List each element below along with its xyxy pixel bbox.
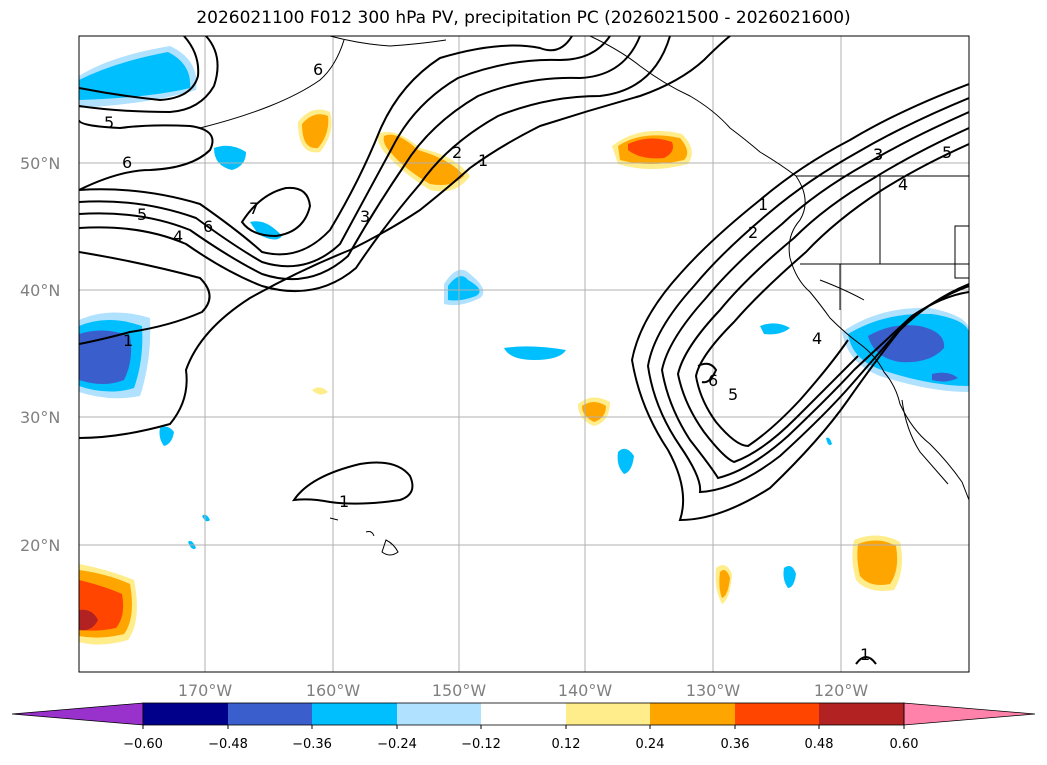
precip-blob-neg — [826, 437, 832, 446]
precip-blob-neg — [159, 426, 174, 446]
colorbar-segment — [481, 703, 566, 725]
colorbar-tick-label: −0.60 — [123, 737, 163, 752]
precip-blob-neg — [783, 566, 796, 588]
precip-blob-neg — [504, 346, 566, 360]
precip-blob-neg — [868, 325, 945, 363]
contour-label: 2 — [748, 223, 758, 242]
contour-label: 4 — [173, 227, 183, 246]
lon-label: 140°W — [558, 681, 613, 700]
colorbar-tick-label: 0.24 — [636, 737, 665, 752]
contour-label: 4 — [812, 329, 822, 348]
contour-label: 5 — [942, 143, 952, 162]
contour-label: 3 — [873, 145, 883, 164]
colorbar-segment — [819, 703, 904, 725]
colorbar: −0.60 −0.48 −0.36 −0.24 −0.12 0.12 0.24 … — [11, 702, 1036, 752]
precip-blob-neg — [214, 145, 246, 170]
lat-label: 40°N — [20, 281, 60, 300]
colorbar-segment — [397, 703, 481, 725]
lat-label: 50°N — [20, 154, 60, 173]
contour-label: 1 — [339, 492, 349, 511]
contour-label: 6 — [313, 60, 323, 79]
colorbar-segment — [143, 703, 228, 725]
precip-blob-neg — [79, 52, 191, 100]
colorbar-tick-label: 0.60 — [890, 737, 919, 752]
colorbar-extend-max — [903, 702, 1036, 726]
contour-label: 3 — [360, 207, 370, 226]
lon-label: 130°W — [686, 681, 741, 700]
colorbar-extend-min — [11, 702, 144, 726]
contour-label: 5 — [728, 385, 738, 404]
contour-label: 1 — [758, 195, 768, 214]
precip-blob-pos — [312, 387, 328, 395]
colorbar-tick-label: −0.36 — [292, 737, 332, 752]
lat-labels: 50°N 40°N 30°N 20°N — [20, 154, 60, 555]
colorbar-segment — [312, 703, 397, 725]
contour-label: 1 — [478, 151, 488, 170]
lon-labels: 170°W 160°W 150°W 140°W 130°W 120°W — [178, 681, 869, 700]
lat-label: 20°N — [20, 536, 60, 555]
contour-label: 6 — [203, 217, 213, 236]
pv-contour-labels: 5 6 6 5 4 6 7 1 3 2 1 1 2 3 4 5 6 3 5 4 … — [104, 60, 952, 664]
precip-blob-pos — [79, 609, 98, 631]
precip-blob-pos — [302, 114, 329, 149]
lon-label: 170°W — [178, 681, 233, 700]
lon-label: 120°W — [814, 681, 869, 700]
contour-label: 5 — [137, 205, 147, 224]
contour-label: 5 — [104, 113, 114, 132]
precip-blob-neg — [202, 514, 210, 522]
colorbar-segment — [566, 703, 650, 725]
coastlines — [199, 36, 969, 556]
precip-blob-neg — [79, 330, 132, 384]
contour-label: 6 — [708, 371, 718, 390]
colorbar-ticks — [142, 725, 905, 729]
plot-frame — [78, 35, 970, 673]
precip-blob-pos — [383, 134, 464, 185]
contour-label: 6 — [122, 153, 132, 172]
contour-label: 1 — [123, 331, 133, 350]
colorbar-tick-label: 0.48 — [805, 737, 834, 752]
precip-blob-neg — [448, 276, 480, 301]
colorbar-tick-label: 0.12 — [552, 737, 581, 752]
contour-label: 2 — [452, 143, 462, 162]
colorbar-tick-label: −0.24 — [377, 737, 417, 752]
precip-blob-pos — [628, 138, 673, 159]
precip-blob-neg — [760, 323, 790, 335]
pv-contours — [79, 36, 969, 665]
map-title: 2026021100 F012 300 hPa PV, precipitatio… — [196, 8, 851, 28]
colorbar-segment — [735, 703, 819, 725]
precip-blob-pos — [857, 540, 898, 585]
colorbar-tick-label: −0.48 — [208, 737, 248, 752]
precip-blob-neg — [617, 448, 634, 474]
colorbar-tick-label: 0.36 — [721, 737, 750, 752]
contour-label: 4 — [898, 175, 908, 194]
colorbar-frame — [142, 702, 905, 726]
colorbar-tick-label: −0.12 — [461, 737, 501, 752]
precip-shading — [79, 46, 969, 645]
lat-label: 30°N — [20, 408, 60, 427]
plot-area: 5 6 6 5 4 6 7 1 3 2 1 1 2 3 4 5 6 3 5 4 … — [79, 36, 969, 672]
lon-label: 160°W — [306, 681, 361, 700]
colorbar-segment — [650, 703, 735, 725]
lon-label: 150°W — [432, 681, 487, 700]
precip-blob-neg — [932, 372, 958, 382]
contour-label: 3 — [873, 145, 883, 164]
contour-label: 7 — [249, 199, 259, 218]
precip-blob-pos — [719, 570, 730, 598]
colorbar-segment — [228, 703, 312, 725]
contour-label: 1 — [860, 645, 870, 664]
